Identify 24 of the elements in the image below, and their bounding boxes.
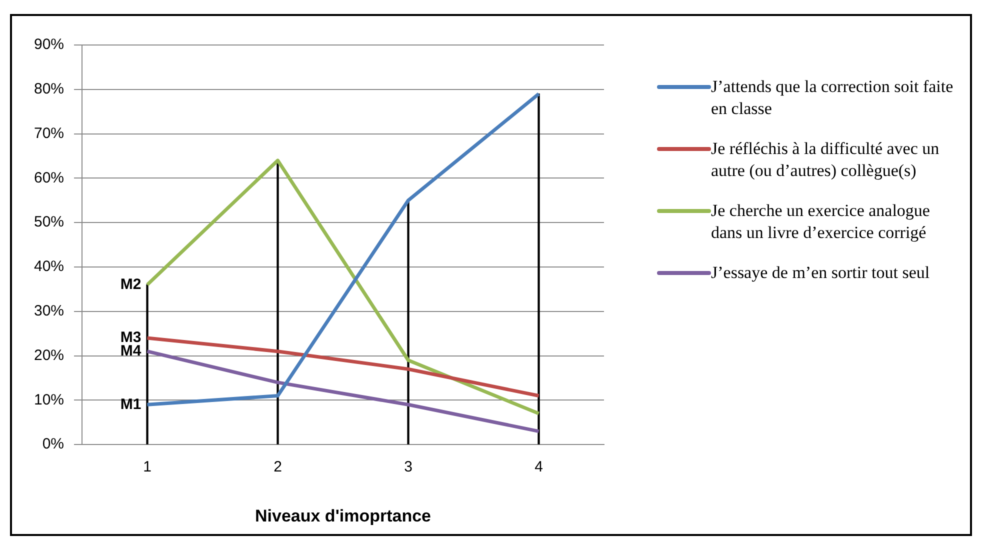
y-tick-label: 80% bbox=[34, 80, 64, 98]
x-tick-label: 2 bbox=[274, 458, 282, 476]
legend-label: J’attends que la correction soit faite en classe bbox=[711, 76, 954, 120]
annotation: M2 bbox=[120, 276, 142, 293]
y-tick-label: 90% bbox=[34, 36, 64, 54]
x-tick-label: 4 bbox=[534, 458, 543, 476]
x-tick-label: 3 bbox=[404, 458, 412, 476]
y-tick-label: 70% bbox=[34, 124, 64, 142]
y-tick-label: 30% bbox=[34, 302, 64, 320]
x-tick-label: 1 bbox=[143, 458, 152, 476]
annotation: M1 bbox=[120, 396, 142, 413]
y-tick-label: 50% bbox=[34, 214, 64, 231]
bar bbox=[407, 200, 410, 444]
x-axis-title: Niveaux d'imoprtance bbox=[255, 506, 432, 526]
y-tick-label: 0% bbox=[42, 436, 64, 453]
legend-label: Je réfléchis à la difficulté avec un autre (ou d’autres) collègue(s) bbox=[711, 138, 940, 182]
y-tick-label: 40% bbox=[34, 258, 64, 276]
legend-label: Je cherche un exercice analogue dans un livre d’exercice corrigé bbox=[711, 200, 931, 244]
y-tick-label: 10% bbox=[34, 391, 64, 408]
bar bbox=[538, 94, 540, 444]
y-tick-label: 20% bbox=[34, 346, 64, 364]
legend-label: J’essaye de m’en sortir tout seul bbox=[711, 262, 931, 284]
bar bbox=[146, 284, 148, 444]
y-tick-label: 60% bbox=[34, 169, 64, 186]
